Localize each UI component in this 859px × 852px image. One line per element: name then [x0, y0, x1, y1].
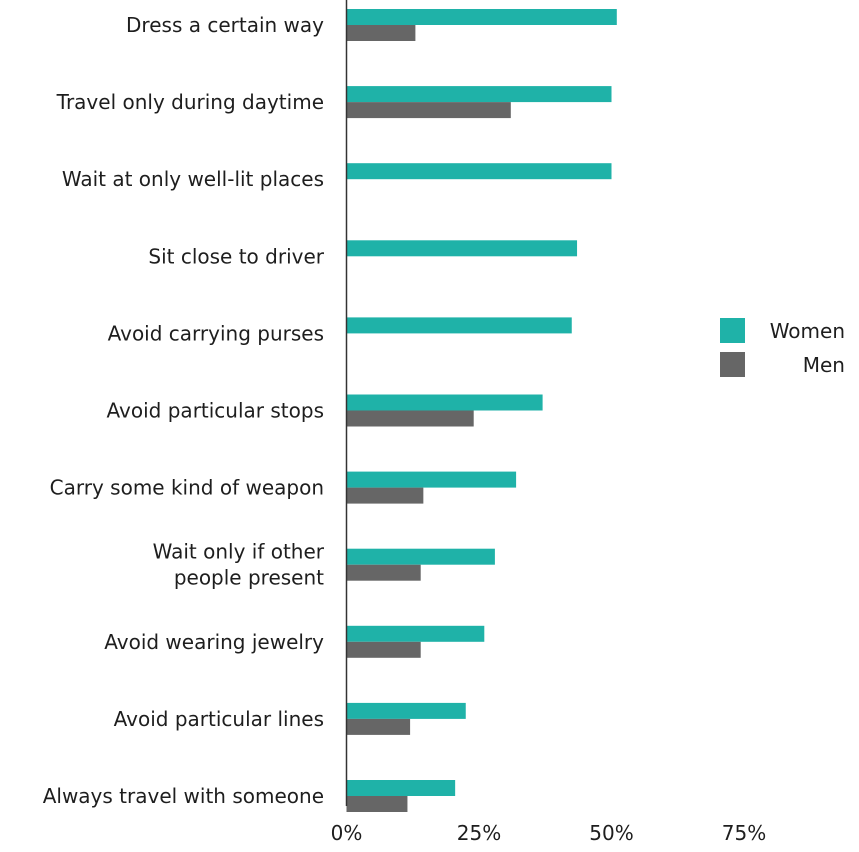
category-label-8: Avoid wearing jewelry: [104, 630, 324, 654]
category-label-7-line-0: Wait only if other: [153, 540, 325, 564]
x-tick-label-1: 25%: [457, 821, 501, 845]
legend-label-women: Women: [770, 319, 845, 343]
bar-women-2: [346, 163, 612, 180]
category-label-5: Avoid particular stops: [107, 399, 324, 423]
bar-men-0: [346, 25, 416, 41]
legend-swatch-women: [720, 318, 745, 343]
category-label-0: Dress a certain way: [126, 13, 324, 37]
bar-women-8: [346, 625, 485, 642]
bar-men-1: [346, 102, 511, 119]
bar-men-10: [346, 796, 408, 812]
x-axis-tick-labels: 0% 25% 50% 75%: [331, 821, 767, 845]
category-label-6: Carry some kind of weapon: [50, 476, 324, 500]
category-label-10: Always travel with someone: [43, 784, 324, 808]
bar-men-9: [346, 718, 411, 735]
category-label-7-line-1: people present: [174, 566, 324, 590]
bar-men-7: [346, 564, 421, 581]
bar-women-7: [346, 548, 495, 565]
category-label-4: Avoid carrying purses: [108, 321, 324, 345]
bar-women-3: [346, 240, 578, 257]
category-label-3: Sit close to driver: [148, 244, 324, 268]
legend-swatch-men: [720, 352, 745, 377]
category-labels: Dress a certain way Travel only during da…: [43, 13, 325, 808]
bar-men-6: [346, 487, 424, 504]
x-tick-label-0: 0%: [331, 821, 363, 845]
bar-women-4: [346, 317, 572, 334]
bar-women-1: [346, 86, 612, 103]
category-label-9: Avoid particular lines: [114, 707, 324, 731]
bar-men-5: [346, 410, 474, 427]
bar-women-0: [346, 9, 617, 25]
bar-women-5: [346, 394, 543, 411]
category-label-1: Travel only during daytime: [56, 90, 324, 114]
bar-men-8: [346, 641, 421, 658]
bar-women-10: [346, 780, 456, 796]
bars-layer: [346, 9, 617, 812]
bar-women-6: [346, 471, 517, 488]
legend: Women Men: [720, 318, 845, 377]
legend-label-men: Men: [803, 353, 845, 377]
bar-women-9: [346, 702, 466, 719]
category-label-2: Wait at only well-lit places: [62, 167, 324, 191]
x-tick-label-3: 75%: [722, 821, 766, 845]
x-tick-label-2: 50%: [589, 821, 633, 845]
